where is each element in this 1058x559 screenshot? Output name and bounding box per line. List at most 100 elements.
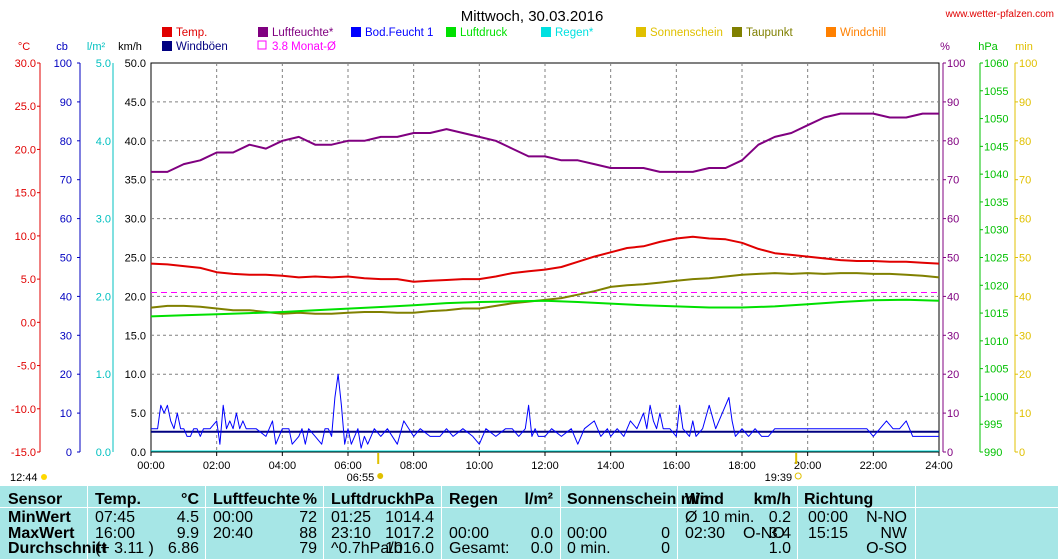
cb-tick-label: 0 — [66, 447, 72, 459]
table-col-divider — [87, 486, 88, 559]
pressure-tick-label: 1045 — [984, 141, 1008, 153]
cb-tick-label: 60 — [60, 214, 72, 226]
celsius-tick-label: 5.0 — [21, 274, 36, 286]
humidity-tick-label: 10 — [947, 408, 959, 420]
row-label: Durchschnitt — [8, 540, 107, 557]
direction-value: O-SO — [866, 540, 907, 557]
pressure-tick-label: 1025 — [984, 253, 1008, 265]
wind-tick-label: 20.0 — [125, 291, 146, 303]
plot-area — [150, 112, 940, 452]
legend-label: Luftfeuchte* — [272, 27, 334, 39]
sun-time: 00:00 — [567, 524, 608, 542]
header-pressure-unit: hPa — [404, 491, 434, 508]
wind-tick-label: 5.0 — [131, 408, 146, 420]
x-tick-label: 02:00 — [203, 460, 231, 472]
series-windb-en-gust — [151, 373, 939, 449]
wind-time: Ø 10 min. — [685, 509, 755, 526]
cb-tick-label: 10 — [60, 408, 72, 420]
row-label: MaxWert — [8, 524, 75, 542]
cb-tick-label: 70 — [60, 175, 72, 187]
sun-tick-label: 80 — [1019, 136, 1031, 148]
wind-value: 1.0 — [768, 540, 791, 557]
sunrise-icon — [377, 473, 384, 479]
sun-tick-label: 60 — [1019, 214, 1031, 226]
sun-tick-label: 10 — [1019, 408, 1031, 420]
sun-value: 0 — [661, 540, 670, 557]
pressure-tick-label: 1060 — [984, 58, 1008, 70]
header-humidity: Luftfeuchte — [213, 491, 301, 508]
wind-axis-unit: km/h — [118, 41, 142, 53]
rain-time: 00:00 — [449, 524, 490, 542]
rain-value: 0.0 — [530, 540, 553, 557]
humidity-tick-label: 20 — [947, 369, 959, 381]
cb-tick-label: 30 — [60, 330, 72, 342]
celsius-tick-label: 0.0 — [21, 317, 36, 329]
humidity-tick-label: 30 — [947, 330, 959, 342]
sun-time: 0 min. — [567, 540, 611, 557]
header-direction: Richtung — [804, 491, 874, 508]
pressure-time: 23:10 — [331, 524, 372, 542]
wind-time: 02:30 — [685, 524, 726, 542]
x-tick-label: 20:00 — [794, 460, 822, 472]
humidity-time: 20:40 — [213, 524, 254, 542]
temp-time: 07:45 — [95, 509, 136, 526]
table-col-divider — [797, 486, 798, 559]
sun-moon-markers: 06:55 19:39 12:44 — [10, 453, 802, 484]
humidity-value: 88 — [299, 524, 317, 542]
celsius-tick-label: -5.0 — [17, 361, 36, 373]
sunset-time: 19:39 — [765, 472, 793, 484]
pressure-value: 1016.0 — [385, 540, 434, 557]
humidity-tick-label: 50 — [947, 253, 959, 265]
pressure-value: 1017.2 — [385, 524, 434, 542]
direction-value: N-NO — [866, 509, 907, 526]
temp-value: 6.86 — [167, 540, 199, 557]
sunrise-time: 06:55 — [347, 472, 375, 484]
pressure-tick-label: 990 — [984, 447, 1002, 459]
row-label: MinWert — [8, 509, 71, 526]
legend-swatch — [162, 27, 172, 37]
humidity-tick-label: 100 — [947, 58, 965, 70]
rain-time: Gesamt: — [449, 540, 510, 557]
cb-tick-label: 90 — [60, 97, 72, 109]
pressure-tick-label: 1015 — [984, 308, 1008, 320]
celsius-axis-unit: °C — [18, 41, 30, 53]
legend-label: Luftdruck — [460, 27, 508, 39]
cb-axis-unit: cb — [56, 41, 68, 53]
cb-tick-label: 50 — [60, 253, 72, 265]
cb-tick-label: 40 — [60, 291, 72, 303]
legend-swatch — [541, 27, 551, 37]
humidity-value: 72 — [299, 509, 317, 526]
table-divider — [0, 507, 1058, 508]
temp-time: 16:00 — [95, 524, 136, 542]
pressure-tick-label: 1005 — [984, 364, 1008, 376]
pressure-tick-label: 1000 — [984, 391, 1008, 403]
direction-time: 00:00 — [808, 509, 849, 526]
rain-tick-label: 3.0 — [96, 214, 111, 226]
legend-label: Temp. — [176, 27, 207, 39]
pressure-tick-label: 1055 — [984, 86, 1008, 98]
wind-tick-label: 10.0 — [125, 369, 146, 381]
legend-label: Taupunkt — [746, 27, 793, 39]
wind-tick-label: 50.0 — [125, 58, 146, 70]
sun-tick-label: 90 — [1019, 97, 1031, 109]
axes: 00:00 02:00 04:00 06:00 08:00 10:00 12:00 14:00… — [11, 41, 1037, 472]
pressure-tick-label: 1020 — [984, 280, 1008, 292]
rain-tick-label: 1.0 — [96, 369, 111, 381]
wind-tick-label: 40.0 — [125, 136, 146, 148]
legend-label: Windböen — [176, 41, 228, 53]
x-tick-label: 14:00 — [597, 460, 625, 472]
pressure-tick-label: 1030 — [984, 225, 1008, 237]
sun-value: 0 — [661, 524, 670, 542]
x-tick-label: 10:00 — [466, 460, 494, 472]
x-tick-label: 06:00 — [334, 460, 362, 472]
x-tick-label: 24:00 — [925, 460, 953, 472]
wind-value: 0.2 — [768, 509, 791, 526]
pressure-tick-label: 995 — [984, 419, 1002, 431]
site-label[interactable]: www.wetter-pfalzen.com — [945, 9, 1054, 20]
legend-swatch — [257, 40, 267, 50]
table-col-divider — [560, 486, 561, 559]
header-temp: Temp. — [95, 491, 141, 508]
rain-tick-label: 0.0 — [96, 447, 111, 459]
pressure-tick-label: 1050 — [984, 114, 1008, 126]
x-tick-label: 08:00 — [400, 460, 428, 472]
